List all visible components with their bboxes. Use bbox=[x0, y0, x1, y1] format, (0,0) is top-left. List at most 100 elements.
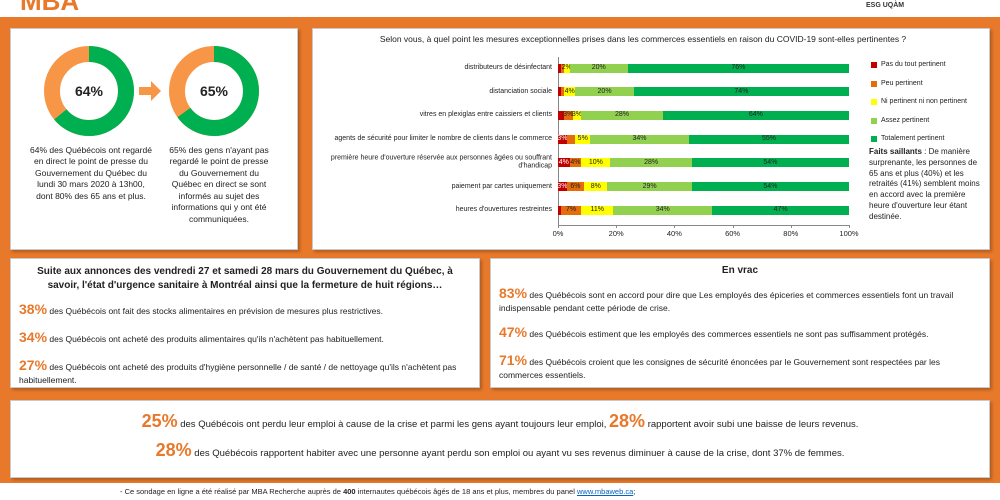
data-label: 4% bbox=[570, 158, 581, 166]
data-label: 34% bbox=[655, 206, 670, 214]
footer-count: 400 bbox=[343, 487, 356, 496]
donut-text: 65% des gens n'ayant pas regardé le poin… bbox=[169, 145, 269, 224]
bar-segment bbox=[691, 182, 849, 191]
bar-segment bbox=[688, 134, 849, 144]
y-tick-label: première heure d'ouverture réservée aux … bbox=[330, 154, 552, 170]
legend-swatch bbox=[871, 136, 877, 142]
data-label: 3% bbox=[563, 111, 574, 119]
bar-segment bbox=[607, 182, 692, 191]
bar-segment bbox=[572, 110, 582, 120]
legend-swatch bbox=[871, 99, 877, 105]
bar-segment bbox=[558, 87, 561, 97]
bar-segment bbox=[581, 110, 663, 120]
data-label: 8% bbox=[590, 182, 601, 190]
x-tick-label: 20% bbox=[608, 229, 624, 238]
legend-label: Pas du tout pertinent bbox=[881, 61, 946, 68]
x-tick-label: 80% bbox=[783, 229, 799, 238]
y-tick-label: paiement par cartes uniquement bbox=[451, 182, 552, 190]
item-list: 38% des Québécois ont fait des stocks al… bbox=[11, 300, 479, 386]
bar-segment bbox=[569, 158, 582, 168]
partner-logo: ESG UQÀM bbox=[866, 2, 905, 9]
bar-segment bbox=[560, 87, 564, 97]
data-label: 10% bbox=[588, 158, 603, 166]
data-label: 54% bbox=[763, 158, 778, 166]
data-label: 64% bbox=[748, 111, 763, 119]
item: 34% des Québécois ont acheté des produit… bbox=[19, 328, 467, 347]
arrow bbox=[139, 81, 161, 101]
item-text: des Québécois sont en accord pour dire q… bbox=[499, 290, 954, 313]
data-label: 54% bbox=[763, 182, 778, 190]
summary-panel: 25% des Québécois ont perdu leur emploi … bbox=[10, 400, 990, 478]
logo: MBA bbox=[20, 0, 80, 16]
data-label: 4% bbox=[558, 158, 569, 166]
panel-title: Suite aux annonces des vendredi 27 et sa… bbox=[37, 266, 453, 291]
donut-segment bbox=[44, 46, 134, 136]
bar-segment bbox=[581, 158, 611, 168]
legend-label: Peu pertinent bbox=[881, 79, 923, 87]
bar-segment bbox=[560, 63, 564, 73]
x-axis bbox=[558, 225, 849, 226]
data-label: 34% bbox=[632, 135, 647, 143]
data-label: 3% bbox=[571, 111, 582, 119]
x-tick bbox=[674, 225, 676, 228]
item-percent: 47% bbox=[499, 324, 528, 341]
item-percent: 38% bbox=[19, 301, 48, 317]
bar-segment bbox=[590, 134, 689, 144]
bar-segment bbox=[575, 87, 634, 97]
legend-label: Assez pertinent bbox=[881, 116, 930, 124]
panel-title: En vrac bbox=[721, 265, 759, 276]
item-list: 83% des Québécois sont en accord pour di… bbox=[491, 284, 989, 382]
data-label: 28% bbox=[615, 111, 630, 119]
legend-label: Totalement pertinent bbox=[881, 135, 945, 142]
data-label: 3% bbox=[557, 182, 568, 190]
item-percent: 34% bbox=[19, 328, 48, 345]
summary-percent: 28% bbox=[155, 440, 192, 460]
data-label: 5% bbox=[577, 135, 588, 143]
item: 38% des Québécois ont fait des stocks al… bbox=[19, 300, 467, 319]
data-label: 55% bbox=[761, 135, 776, 143]
highlights: Faits saillants : De manière surprenante… bbox=[869, 147, 985, 223]
summary-percent: 28% bbox=[609, 411, 646, 431]
x-tick-label: 0% bbox=[552, 229, 564, 238]
legend-swatch bbox=[871, 117, 877, 124]
donut-label: 64% bbox=[75, 83, 104, 99]
bar-segment bbox=[633, 87, 849, 97]
item: 47% des Québécois estiment que les emplo… bbox=[499, 323, 977, 342]
bar-segment bbox=[566, 182, 585, 191]
highlights-title: Faits saillants bbox=[869, 147, 922, 156]
item-percent: 83% bbox=[499, 285, 528, 301]
bar-segment bbox=[563, 110, 573, 120]
bar-segment bbox=[560, 205, 582, 215]
bar-segment bbox=[581, 205, 614, 215]
y-tick-label: agents de sécurité pour limiter le nombr… bbox=[334, 134, 553, 142]
y-tick-label: heures d'ouvertures restreintes bbox=[455, 205, 552, 213]
donut-label: 65% bbox=[200, 83, 229, 99]
donut-segment bbox=[169, 46, 259, 136]
summary-text: rapportent avoir subi une baisse de leur… bbox=[645, 419, 859, 430]
footer-text: internautes québécois âgés de 18 ans et … bbox=[355, 487, 577, 496]
data-label: 3% bbox=[557, 135, 568, 143]
data-label: 20% bbox=[597, 87, 612, 95]
data-label: 4% bbox=[564, 87, 575, 95]
footer-text: - Ce sondage en ligne a été réalisé par … bbox=[120, 487, 344, 496]
summary-line: 25% des Québécois ont perdu leur emploi … bbox=[11, 411, 989, 432]
footer-link[interactable]: www.mbaweb.ca bbox=[576, 487, 634, 496]
bar-segment bbox=[558, 63, 561, 73]
data-label: 47% bbox=[773, 206, 788, 214]
viewing-panel: 64% 65% 64% des Québécois ont regardé en … bbox=[10, 28, 298, 250]
y-tick-label: distributeurs de désinfectant bbox=[464, 63, 552, 71]
item: 71% des Québécois croient que les consig… bbox=[499, 351, 977, 381]
donut-text: 64% des Québécois ont regardé en direct … bbox=[30, 145, 152, 201]
bar-segment bbox=[627, 63, 849, 73]
item-text: des Québécois ont acheté des produits al… bbox=[47, 333, 384, 344]
bar-segment bbox=[610, 158, 692, 168]
bar-segment bbox=[569, 63, 628, 73]
header: MBA ESG UQÀM bbox=[0, 0, 1000, 17]
item: 27% des Québécois ont acheté des produit… bbox=[19, 356, 467, 386]
x-tick bbox=[790, 225, 792, 228]
item-percent: 27% bbox=[19, 356, 48, 373]
chart-title: Selon vous, à quel point les mesures exc… bbox=[379, 34, 907, 44]
item-percent: 71% bbox=[499, 352, 528, 369]
bar-segment bbox=[662, 110, 849, 120]
summary-percent: 25% bbox=[141, 411, 178, 431]
